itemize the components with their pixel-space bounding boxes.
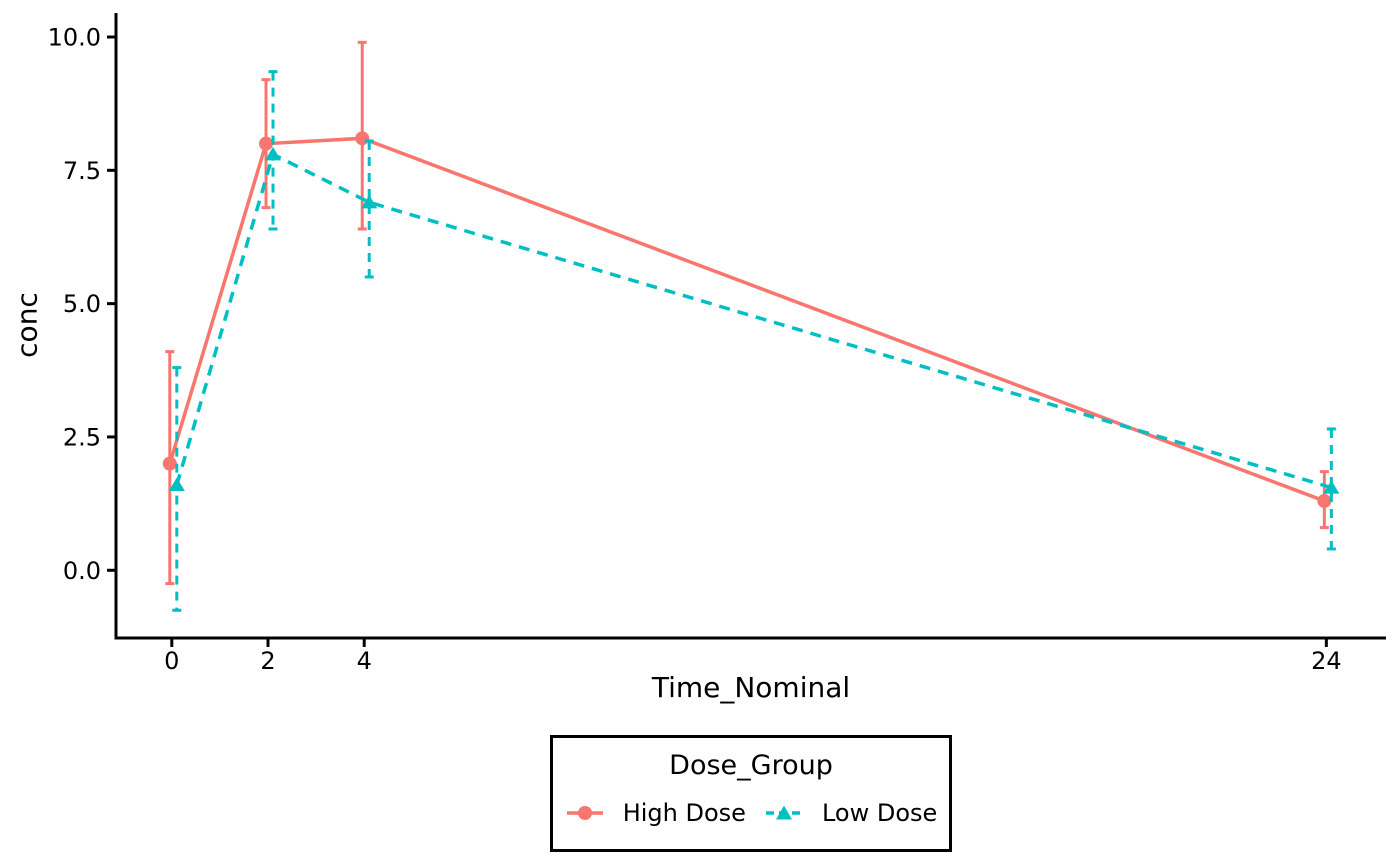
marker-low-dose <box>361 194 378 209</box>
x-tick-label: 4 <box>357 647 372 675</box>
legend-item-low-dose: Low Dose <box>764 798 937 828</box>
x-tick-label: 0 <box>164 647 179 675</box>
y-tick-label: 5.0 <box>63 290 101 318</box>
marker-high-dose <box>162 456 177 471</box>
marker-high-dose <box>259 136 274 151</box>
legend-label-low-dose: Low Dose <box>821 799 938 827</box>
x-tick-label: 24 <box>1311 647 1342 675</box>
y-tick-label: 0.0 <box>63 557 101 585</box>
high-dose-key-icon <box>566 806 603 820</box>
y-axis-title: conc <box>10 292 44 358</box>
marker-low-dose <box>1323 480 1340 494</box>
legend-item-high-dose: High Dose <box>565 798 746 828</box>
y-tick-label: 10.0 <box>48 23 101 51</box>
low-dose-key-icon <box>765 805 802 820</box>
legend-items: High Dose Low Dose <box>565 798 937 828</box>
legend-label-high-dose: High Dose <box>622 799 746 827</box>
x-axis-title: Time_Nominal <box>651 671 851 704</box>
x-tick-label: 2 <box>260 647 275 675</box>
y-tick-label: 7.5 <box>63 157 101 185</box>
series-low-dose <box>168 70 1340 612</box>
y-tick-label: 2.5 <box>63 423 101 451</box>
marker-high-dose <box>1317 493 1332 508</box>
error-bar-low-dose <box>364 139 374 279</box>
legend: Dose_Group High Dose Low Dose <box>550 735 952 852</box>
error-bar-low-dose <box>1326 427 1336 551</box>
legend-title: Dose_Group <box>669 750 833 781</box>
error-bar-low-dose <box>268 70 278 231</box>
marker-low-dose <box>265 146 282 161</box>
series-line-low-dose <box>175 151 1332 490</box>
marker-high-dose <box>355 131 370 146</box>
error-bar-low-dose <box>172 366 182 612</box>
series-line-high-dose <box>168 136 1325 503</box>
marker-low-dose <box>168 477 185 491</box>
